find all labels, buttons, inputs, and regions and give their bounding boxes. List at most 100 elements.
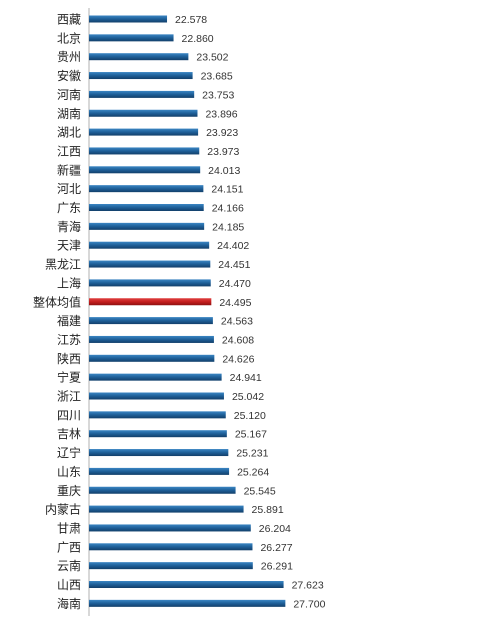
category-label: 海南 <box>57 596 81 611</box>
value-label: 27.623 <box>292 580 324 592</box>
category-label: 云南 <box>57 558 81 573</box>
category-label: 甘肃 <box>57 521 81 535</box>
value-label: 25.042 <box>232 391 264 403</box>
bar <box>89 599 286 607</box>
bar <box>89 449 229 457</box>
bar <box>89 373 222 381</box>
value-label: 25.264 <box>237 466 269 478</box>
category-label: 广西 <box>57 540 81 554</box>
bar <box>89 543 253 551</box>
category-label: 黑龙江 <box>45 258 81 272</box>
value-label: 24.185 <box>212 221 244 233</box>
bar <box>89 524 251 532</box>
category-label: 内蒙古 <box>45 502 81 517</box>
value-label: 24.626 <box>222 353 254 365</box>
bar <box>89 185 204 193</box>
bar <box>89 166 201 174</box>
category-label: 辽宁 <box>57 445 81 460</box>
bar <box>89 467 230 475</box>
value-label: 24.470 <box>219 278 251 290</box>
value-label: 24.451 <box>218 259 250 271</box>
value-label: 26.277 <box>260 542 292 554</box>
category-label: 吉林 <box>57 427 81 441</box>
value-labels: 22.578 22.860 23.502 23.685 23.753 23.896 23.9… <box>175 14 326 610</box>
value-label: 27.700 <box>293 598 325 610</box>
category-label: 湖南 <box>57 106 81 121</box>
bar <box>89 505 244 513</box>
bar <box>89 241 210 249</box>
category-label: 整体均值 <box>33 294 81 309</box>
bar <box>89 279 211 287</box>
value-label: 25.120 <box>234 410 266 422</box>
bar <box>89 430 227 438</box>
bar <box>89 204 204 211</box>
bar <box>89 15 168 23</box>
value-label: 25.231 <box>236 448 268 460</box>
bars <box>89 15 286 607</box>
value-label: 24.563 <box>221 316 253 328</box>
bar <box>89 34 174 42</box>
category-label: 河南 <box>57 87 81 102</box>
category-label: 山西 <box>57 578 81 592</box>
category-label: 陕西 <box>57 351 81 366</box>
value-label: 25.167 <box>235 429 267 441</box>
value-label: 23.502 <box>196 52 228 64</box>
bar <box>89 354 215 362</box>
value-label: 24.941 <box>230 372 262 384</box>
bar <box>89 392 224 400</box>
category-label: 河北 <box>57 182 81 196</box>
value-label: 23.923 <box>206 127 238 139</box>
category-label: 宁夏 <box>57 370 81 385</box>
category-label: 青海 <box>57 219 81 234</box>
bar-highlight <box>89 298 212 306</box>
value-label: 24.013 <box>208 165 240 177</box>
bar <box>89 53 189 61</box>
category-label: 江西 <box>57 144 81 158</box>
category-label: 四川 <box>57 408 81 422</box>
value-label: 23.973 <box>207 146 239 158</box>
value-label: 23.753 <box>202 89 234 101</box>
bar <box>89 562 253 570</box>
category-label: 福建 <box>57 313 81 328</box>
value-label: 23.896 <box>205 108 237 120</box>
category-label: 安徽 <box>57 68 81 83</box>
bar <box>89 147 200 155</box>
category-label: 浙江 <box>57 390 81 404</box>
bar <box>89 90 195 98</box>
category-label: 山东 <box>57 465 81 479</box>
category-label: 天津 <box>57 239 81 253</box>
value-label: 25.891 <box>252 504 284 516</box>
value-label: 24.151 <box>211 184 243 196</box>
bar <box>89 128 199 136</box>
value-label: 24.608 <box>222 334 254 346</box>
bar <box>89 335 214 343</box>
category-labels: 西藏北京贵州安徽河南湖南湖北江西新疆河北广东青海天津黑龙江上海整体均值福建江苏陕… <box>33 13 81 611</box>
bar <box>89 260 211 268</box>
category-label: 上海 <box>57 275 81 290</box>
category-label: 西藏 <box>57 13 81 27</box>
value-label: 25.545 <box>244 485 276 497</box>
value-label: 24.166 <box>212 203 244 215</box>
bar <box>89 317 213 325</box>
category-label: 湖北 <box>57 125 81 140</box>
bar <box>89 486 236 494</box>
value-label: 22.860 <box>182 33 214 45</box>
category-label: 广东 <box>57 201 81 215</box>
category-label: 贵州 <box>57 50 81 64</box>
category-label: 北京 <box>57 31 81 45</box>
value-label: 26.204 <box>259 523 291 535</box>
bar <box>89 72 193 80</box>
bar <box>89 109 198 117</box>
category-label: 江苏 <box>57 333 81 347</box>
category-label: 新疆 <box>57 162 81 177</box>
value-label: 26.291 <box>261 561 293 573</box>
value-label: 24.495 <box>219 297 251 309</box>
bar <box>89 581 284 588</box>
value-label: 24.402 <box>217 240 249 252</box>
category-label: 重庆 <box>57 484 81 498</box>
bar <box>89 222 205 230</box>
value-label: 22.578 <box>175 14 207 26</box>
bar <box>89 411 226 419</box>
value-label: 23.685 <box>201 71 233 83</box>
